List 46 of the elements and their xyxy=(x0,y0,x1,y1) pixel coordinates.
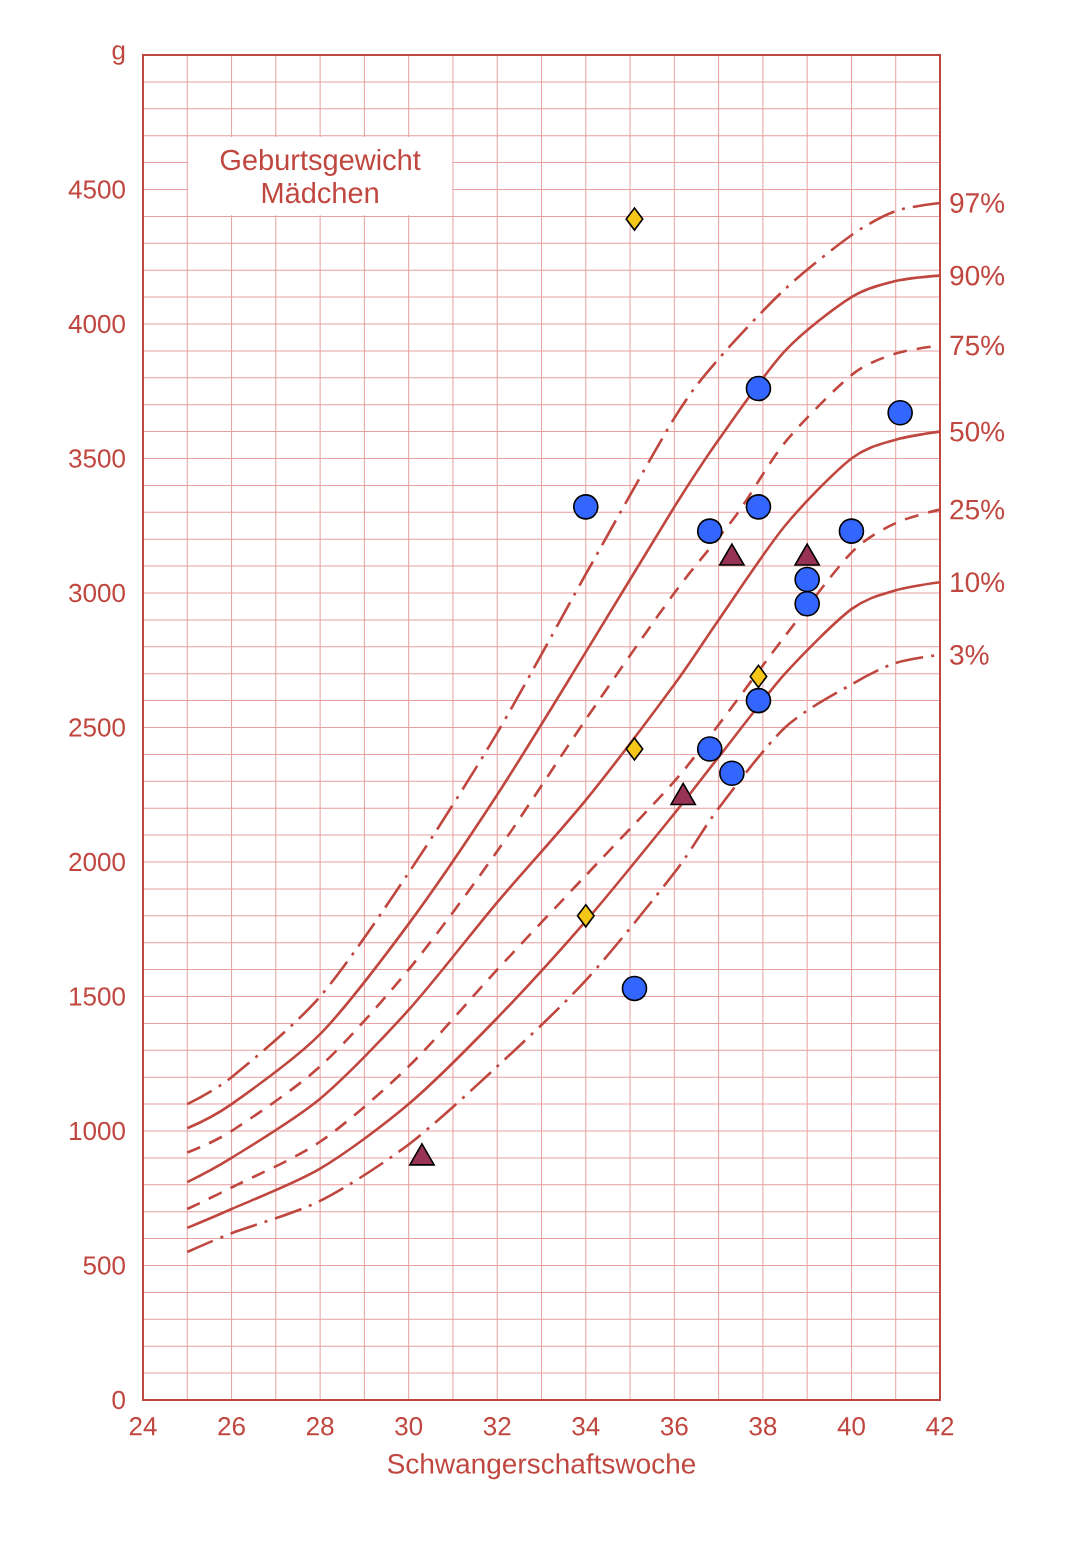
x-tick-label: 34 xyxy=(572,1417,600,1436)
y-tick-label: 3500 xyxy=(69,449,125,468)
point xyxy=(745,687,772,714)
point xyxy=(749,664,768,689)
point xyxy=(572,494,599,520)
point xyxy=(887,399,913,426)
point xyxy=(794,566,820,593)
x-tick-label: 24 xyxy=(129,1417,157,1436)
x-tick-label: 36 xyxy=(660,1417,688,1436)
y-tick-label: 0 xyxy=(112,1390,125,1410)
point xyxy=(745,375,772,402)
point xyxy=(794,590,820,617)
x-axis-title: Schwangerschaftswoche xyxy=(387,1453,696,1480)
x-tick-label: 32 xyxy=(483,1417,511,1436)
point xyxy=(696,518,723,544)
series-label: 10% xyxy=(951,572,1005,593)
series-label: 75% xyxy=(950,335,1005,356)
x-tick-label: 30 xyxy=(395,1417,423,1436)
x-tick-label: 26 xyxy=(218,1417,245,1436)
y-tick-label: 1500 xyxy=(70,987,125,1006)
y-tick-label: 2500 xyxy=(69,718,125,737)
y-tick-label: 4500 xyxy=(68,180,125,199)
point xyxy=(696,736,723,762)
y-tick-label: g xyxy=(112,45,125,65)
y-tick-label: 2000 xyxy=(69,852,125,872)
series-label: 50% xyxy=(950,421,1005,442)
point xyxy=(838,518,865,544)
point xyxy=(576,904,595,928)
point xyxy=(625,207,644,231)
text: Geburtsgewicht Mädchen xyxy=(220,148,421,204)
point xyxy=(745,494,772,520)
series-label: 90% xyxy=(950,265,1005,286)
series-label: 25% xyxy=(950,499,1005,520)
y-tick-label: 4000 xyxy=(68,314,125,334)
point xyxy=(621,975,648,1002)
series-label: 97% xyxy=(950,193,1005,213)
y-tick-label: 500 xyxy=(83,1256,125,1275)
x-tick-label: 40 xyxy=(837,1417,865,1436)
point xyxy=(625,737,644,761)
y-tick-label: 3000 xyxy=(69,583,125,603)
y-tick-label: 1000 xyxy=(70,1121,125,1141)
x-tick-label: 42 xyxy=(926,1417,954,1436)
x-tick-label: 28 xyxy=(306,1417,334,1436)
x-tick-label: 38 xyxy=(749,1417,777,1436)
point xyxy=(719,760,745,787)
series-label: 3% xyxy=(950,644,989,665)
